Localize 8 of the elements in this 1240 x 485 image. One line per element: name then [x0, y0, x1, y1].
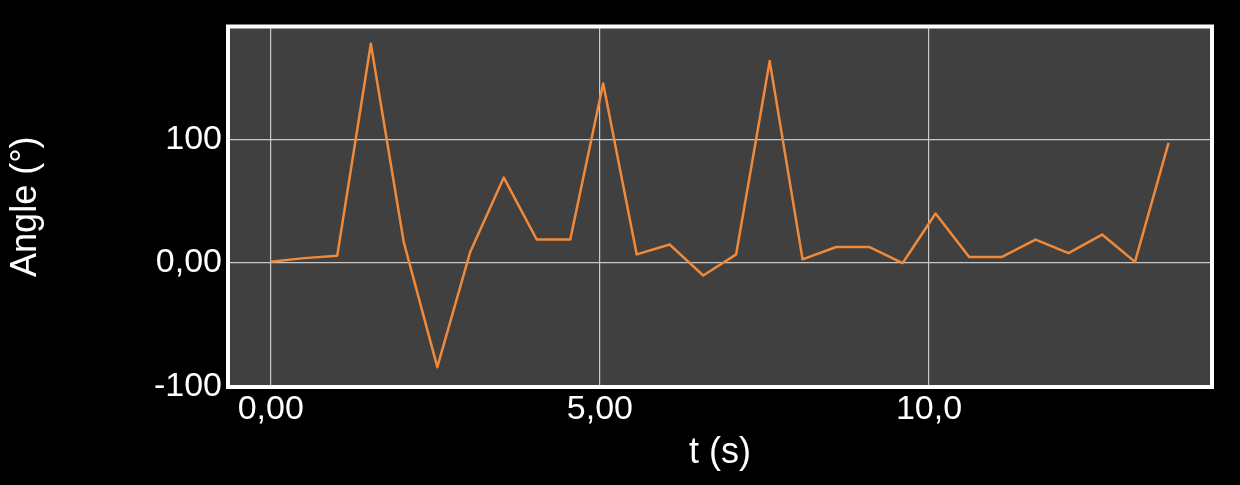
x-tick-label: 0,00 [237, 387, 304, 426]
x-tick-label: 10,0 [895, 387, 963, 426]
y-tick-label: 0,00 [155, 241, 222, 280]
x-axis-title: t (s) [689, 430, 751, 472]
x-tick-label: 5,00 [566, 387, 633, 426]
y-axis-title: Angle (°) [2, 136, 44, 277]
y-tick-label: -100 [153, 365, 222, 404]
y-tick-label: 100 [165, 117, 222, 156]
